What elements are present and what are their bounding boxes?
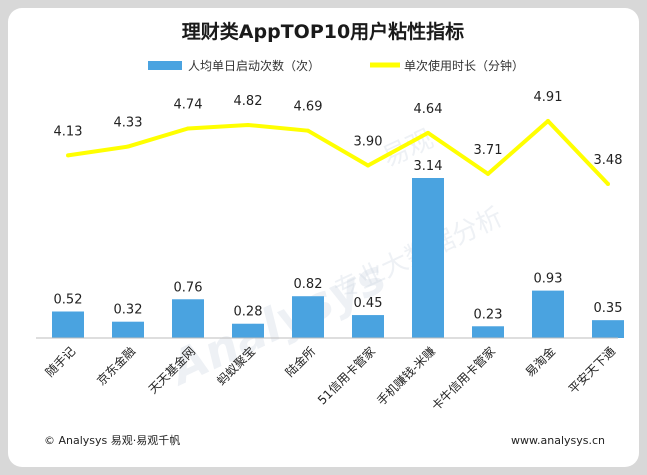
line-value-label: 3.90 bbox=[354, 134, 383, 149]
line-series: 4.13 4.33 4.74 4.82 4.69 3.90 4.64 3.71 4.91 3.48 bbox=[54, 90, 623, 186]
legend-bar-label: 人均单日启动次数（次） bbox=[188, 58, 320, 73]
bar-value-label: 0.52 bbox=[54, 293, 83, 308]
bar-0 bbox=[52, 311, 84, 338]
chart-svg: Analysys 易观 专业大数据分析 理财类AppTOP10用户粘性指标 人均… bbox=[36, 20, 624, 447]
bar-6 bbox=[412, 178, 444, 338]
bar-5 bbox=[352, 315, 384, 338]
legend: 人均单日启动次数（次） 单次使用时长（分钟） bbox=[148, 58, 524, 73]
line-value-label: 4.82 bbox=[234, 94, 263, 109]
line-point-8 bbox=[546, 119, 550, 123]
bar-value-label: 0.35 bbox=[594, 301, 623, 316]
category-label: 51信用卡管家 bbox=[314, 344, 378, 408]
chart-card: Analysys 易观 专业大数据分析 理财类AppTOP10用户粘性指标 人均… bbox=[8, 8, 639, 467]
line-value-label: 4.13 bbox=[54, 124, 83, 139]
line-value-label: 4.69 bbox=[294, 100, 323, 115]
category-label: 京东金融 bbox=[94, 344, 139, 389]
line-point-7 bbox=[486, 171, 490, 176]
bar-value-label: 0.23 bbox=[474, 307, 503, 322]
category-label: 手机赚钱-米赚 bbox=[374, 344, 439, 409]
line-value-label: 4.64 bbox=[414, 102, 443, 117]
legend-line-label: 单次使用时长（分钟） bbox=[404, 58, 524, 73]
line-point-3 bbox=[246, 122, 250, 127]
line-point-9 bbox=[606, 182, 610, 186]
category-label: 易淘金 bbox=[522, 344, 558, 380]
bar-3 bbox=[232, 323, 264, 338]
footer-copyright: © Analysys 易观·易观千帆 bbox=[44, 433, 180, 447]
bar-value-label: 0.82 bbox=[294, 277, 323, 292]
line-value-label: 4.74 bbox=[174, 97, 203, 112]
line-point-0 bbox=[66, 153, 70, 158]
bar-series: 0.52 0.32 0.76 0.28 0.82 0.45 3.14 0.23 0.93 0.35 bbox=[52, 159, 624, 338]
line-point-2 bbox=[186, 126, 190, 131]
line-value-label: 4.33 bbox=[114, 116, 143, 131]
category-label: 随手记 bbox=[42, 344, 78, 380]
bar-value-label: 0.32 bbox=[114, 303, 143, 318]
usage-time-line bbox=[67, 119, 610, 186]
line-point-5 bbox=[366, 163, 370, 168]
line-point-6 bbox=[426, 130, 430, 135]
category-label: 陆金所 bbox=[282, 344, 318, 380]
line-value-label: 3.71 bbox=[474, 143, 503, 158]
bar-9 bbox=[592, 320, 624, 338]
line-value-label: 4.91 bbox=[534, 90, 563, 105]
line-point-1 bbox=[126, 144, 130, 149]
bar-value-label: 0.45 bbox=[354, 296, 383, 311]
bar-value-label: 0.28 bbox=[234, 305, 263, 320]
bar-8 bbox=[532, 290, 564, 338]
category-label: 卡牛信用卡管家 bbox=[428, 344, 498, 414]
footer-url: www.analysys.cn bbox=[511, 434, 605, 447]
bar-value-label: 0.93 bbox=[534, 272, 563, 287]
category-label: 平安天下通 bbox=[565, 344, 618, 397]
bar-1 bbox=[112, 321, 144, 338]
legend-bar-swatch bbox=[148, 61, 182, 70]
chart-title: 理财类AppTOP10用户粘性指标 bbox=[182, 20, 464, 43]
watermark: Analysys 易观 专业大数据分析 bbox=[160, 124, 508, 396]
category-axis: 随手记 京东金融 天天基金网 蚂蚁聚宝 陆金所51信用卡管家手机赚钱-米赚卡牛信用卡管家… bbox=[42, 344, 618, 414]
bar-2 bbox=[172, 299, 204, 338]
bar-value-label: 0.76 bbox=[174, 280, 203, 295]
line-point-4 bbox=[306, 128, 310, 133]
bar-value-label: 3.14 bbox=[414, 159, 443, 174]
bar-7 bbox=[472, 326, 504, 338]
line-value-label: 3.48 bbox=[594, 153, 623, 168]
bar-4 bbox=[292, 296, 324, 338]
